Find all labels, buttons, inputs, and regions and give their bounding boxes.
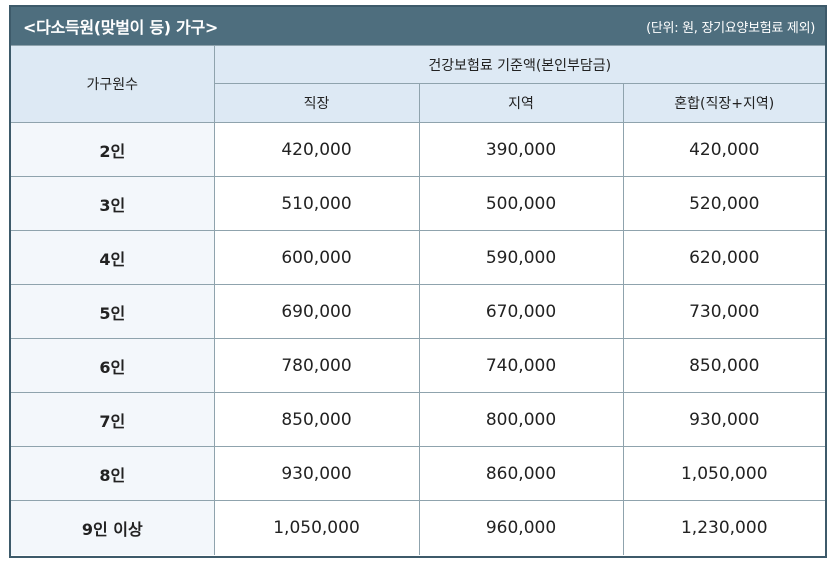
- cell-mixed: 1,230,000: [622, 500, 825, 555]
- header-mixed: 혼합(직장+지역): [622, 83, 825, 123]
- table-row: 8인 930,000 860,000 1,050,000: [11, 446, 825, 501]
- cell-regional: 860,000: [418, 446, 624, 501]
- table-row: 9인 이상 1,050,000 960,000 1,230,000: [11, 500, 825, 555]
- header-regional: 지역: [418, 83, 624, 123]
- cell-mixed: 520,000: [622, 176, 825, 231]
- cell-regional: 390,000: [418, 122, 624, 177]
- unit-note: (단위: 원, 장기요양보험료 제외): [646, 20, 815, 36]
- cell-workplace: 1,050,000: [213, 500, 420, 555]
- table-row: 3인 510,000 500,000 520,000: [11, 176, 825, 231]
- table-row: 7인 850,000 800,000 930,000: [11, 392, 825, 447]
- table-row: 2인 420,000 390,000 420,000: [11, 122, 825, 177]
- row-label: 5인: [11, 284, 215, 339]
- header-workplace: 직장: [214, 83, 420, 123]
- row-label: 8인: [11, 446, 215, 501]
- cell-regional: 740,000: [418, 338, 624, 393]
- table-titlebar: <다소득원(맞벌이 등) 가구> (단위: 원, 장기요양보험료 제외): [11, 7, 825, 45]
- cell-workplace: 930,000: [213, 446, 420, 501]
- row-label: 6인: [11, 338, 215, 393]
- cell-regional: 500,000: [418, 176, 624, 231]
- cell-regional: 590,000: [418, 230, 624, 285]
- row-label: 3인: [11, 176, 215, 231]
- row-label: 4인: [11, 230, 215, 285]
- cell-workplace: 510,000: [213, 176, 420, 231]
- cell-mixed: 730,000: [622, 284, 825, 339]
- cell-workplace: 600,000: [213, 230, 420, 285]
- cell-regional: 960,000: [418, 500, 624, 555]
- row-label: 9인 이상: [11, 500, 215, 555]
- cell-mixed: 930,000: [622, 392, 825, 447]
- header-household-size: 가구원수: [11, 45, 215, 123]
- cell-regional: 670,000: [418, 284, 624, 339]
- cell-mixed: 620,000: [622, 230, 825, 285]
- cell-mixed: 420,000: [622, 122, 825, 177]
- cell-workplace: 780,000: [213, 338, 420, 393]
- premium-table-panel: <다소득원(맞벌이 등) 가구> (단위: 원, 장기요양보험료 제외) 가구원…: [9, 5, 827, 558]
- cell-workplace: 420,000: [213, 122, 420, 177]
- cell-workplace: 850,000: [213, 392, 420, 447]
- row-label: 2인: [11, 122, 215, 177]
- table-title: <다소득원(맞벌이 등) 가구>: [23, 18, 218, 37]
- table-row: 5인 690,000 670,000 730,000: [11, 284, 825, 339]
- cell-regional: 800,000: [418, 392, 624, 447]
- premium-table: 가구원수 건강보험료 기준액(본인부담금) 직장 지역 혼합(직장+지역) 2인…: [11, 45, 825, 555]
- cell-mixed: 1,050,000: [622, 446, 825, 501]
- cell-workplace: 690,000: [213, 284, 420, 339]
- table-row: 6인 780,000 740,000 850,000: [11, 338, 825, 393]
- header-premium-group: 건강보험료 기준액(본인부담금): [213, 45, 825, 84]
- cell-mixed: 850,000: [622, 338, 825, 393]
- table-row: 4인 600,000 590,000 620,000: [11, 230, 825, 285]
- row-label: 7인: [11, 392, 215, 447]
